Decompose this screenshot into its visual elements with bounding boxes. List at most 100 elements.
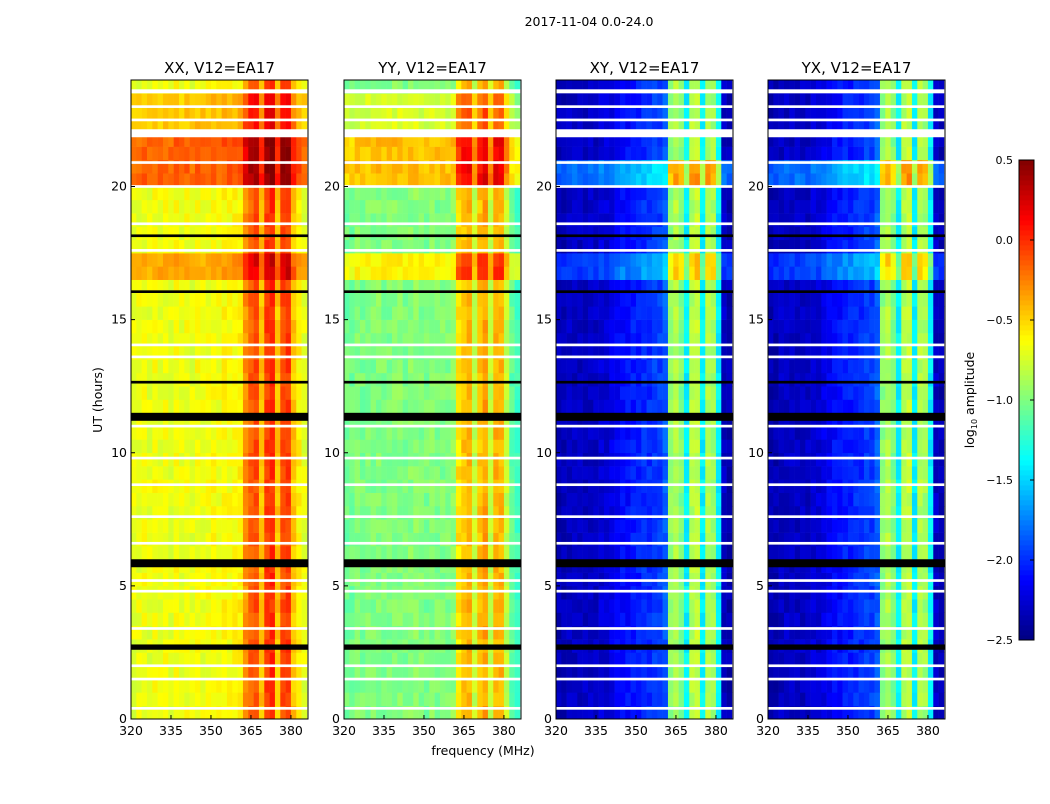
heatmap-cell <box>184 546 190 560</box>
heatmap-cell <box>381 293 387 307</box>
heatmap-cell <box>195 453 201 467</box>
heatmap-cell <box>477 320 483 334</box>
heatmap-cell <box>286 679 292 693</box>
heatmap-cell <box>371 546 377 560</box>
flagged-row-white <box>556 664 733 667</box>
heatmap-cell <box>588 493 594 507</box>
heatmap-cell <box>636 107 642 121</box>
heatmap-cell <box>599 679 605 693</box>
heatmap-cell <box>620 439 626 453</box>
heatmap-cell <box>705 93 711 107</box>
heatmap-cell <box>206 147 212 161</box>
flagged-row-white <box>556 707 733 710</box>
heatmap-cell <box>280 679 286 693</box>
heatmap-cell <box>275 306 281 320</box>
heatmap-cell <box>593 692 599 706</box>
heatmap-cell <box>689 692 695 706</box>
heatmap-cell <box>163 293 169 307</box>
flagged-row-white <box>556 119 733 122</box>
heatmap-cell <box>577 613 583 627</box>
heatmap-cell <box>864 679 870 693</box>
heatmap-cell <box>131 400 137 414</box>
heatmap-cell <box>429 200 435 214</box>
heatmap-cell <box>700 373 706 387</box>
heatmap-cell <box>652 373 658 387</box>
heatmap-cell <box>163 266 169 280</box>
heatmap-cell <box>206 493 212 507</box>
heatmap-cell <box>296 306 302 320</box>
heatmap-cell <box>371 599 377 613</box>
heatmap-cell <box>376 519 382 533</box>
heatmap-cell <box>238 200 244 214</box>
heatmap-cell <box>652 453 658 467</box>
heatmap-cell <box>832 679 838 693</box>
heatmap-cell <box>147 666 153 680</box>
heatmap-cell <box>365 692 371 706</box>
heatmap-cell <box>280 266 286 280</box>
heatmap-cell <box>652 546 658 560</box>
heatmap-cell <box>636 147 642 161</box>
heatmap-cell <box>344 439 350 453</box>
heatmap-cell <box>195 293 201 307</box>
heatmap-cell <box>652 293 658 307</box>
heatmap-cell <box>158 293 164 307</box>
heatmap-cell <box>456 692 462 706</box>
heatmap-cell <box>365 586 371 600</box>
heatmap-cell <box>158 453 164 467</box>
heatmap-cell <box>168 187 174 201</box>
heatmap-cell <box>216 546 222 560</box>
heatmap-cell <box>504 266 510 280</box>
heatmap-cell <box>493 173 499 187</box>
heatmap-cell <box>376 493 382 507</box>
heatmap-cell <box>270 439 276 453</box>
heatmap-cell <box>609 173 615 187</box>
heatmap-cell <box>259 652 265 666</box>
heatmap-cell <box>211 679 217 693</box>
heatmap-cell <box>556 320 562 334</box>
heatmap-cell <box>461 147 467 161</box>
heatmap-cell <box>721 306 727 320</box>
flagged-row-white <box>344 356 521 359</box>
heatmap-cell <box>264 373 270 387</box>
heatmap-cell <box>493 107 499 121</box>
flagged-row-white <box>131 249 308 252</box>
heatmap-cell <box>200 692 206 706</box>
heatmap-cell <box>163 546 169 560</box>
heatmap-cell <box>620 253 626 267</box>
heatmap-cell <box>609 266 615 280</box>
heatmap-cell <box>302 266 308 280</box>
flagged-row-white <box>556 627 733 630</box>
heatmap-cell <box>588 453 594 467</box>
heatmap-cell <box>435 453 441 467</box>
heatmap-cell <box>302 519 308 533</box>
heatmap-cell <box>599 453 605 467</box>
heatmap-cell <box>163 466 169 480</box>
heatmap-cell <box>206 386 212 400</box>
heatmap-cell <box>419 187 425 201</box>
heatmap-cell <box>593 293 599 307</box>
heatmap-cell <box>705 652 711 666</box>
heatmap-cell <box>424 453 430 467</box>
heatmap-cell <box>248 147 254 161</box>
heatmap-cell <box>716 226 722 240</box>
heatmap-cell <box>583 226 589 240</box>
heatmap-cell <box>238 426 244 440</box>
heatmap-cell <box>344 453 350 467</box>
heatmap-cell <box>631 226 637 240</box>
heatmap-cell <box>397 226 403 240</box>
flagged-row-white <box>556 161 733 164</box>
heatmap-cell <box>636 360 642 374</box>
heatmap-cell <box>572 173 578 187</box>
heatmap-cell <box>142 173 148 187</box>
heatmap-cell <box>700 586 706 600</box>
heatmap-cell <box>515 493 521 507</box>
heatmap-cell <box>222 293 228 307</box>
heatmap-cell <box>499 599 505 613</box>
heatmap-cell <box>238 599 244 613</box>
heatmap-cell <box>821 679 827 693</box>
heatmap-cell <box>222 320 228 334</box>
heatmap-cell <box>620 586 626 600</box>
heatmap-cell <box>891 679 897 693</box>
heatmap-cell <box>435 493 441 507</box>
heatmap-cell <box>302 93 308 107</box>
